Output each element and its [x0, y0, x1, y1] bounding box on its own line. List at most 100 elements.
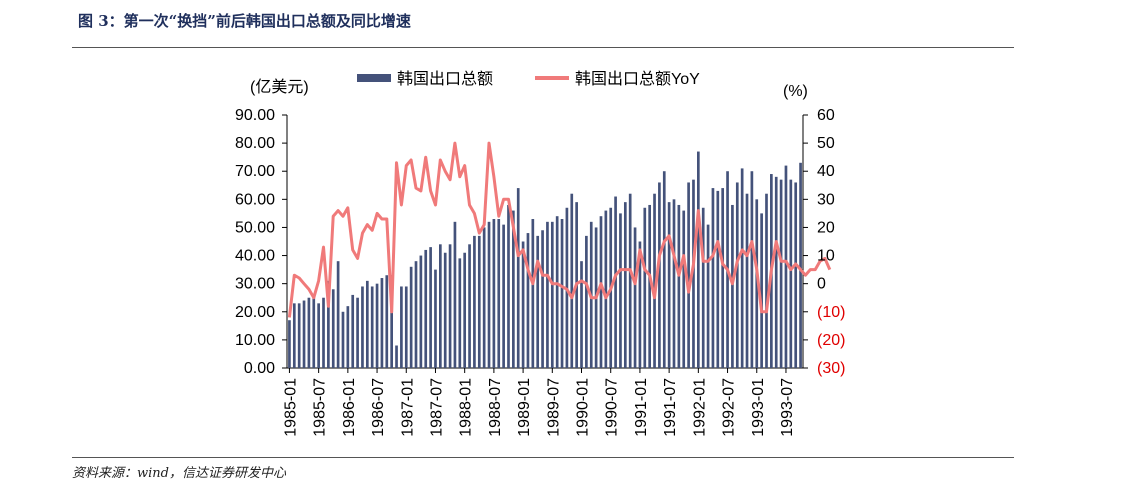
export-bar [448, 244, 452, 368]
export-bar [794, 182, 798, 368]
export-bar [302, 300, 306, 368]
export-bar [706, 224, 710, 368]
top-rule [72, 47, 1014, 48]
export-bar [297, 303, 301, 368]
export-bar [521, 241, 525, 368]
x-tick-label: 1992-07 [721, 378, 738, 437]
export-bar [288, 320, 291, 368]
export-bar [375, 283, 379, 368]
x-tick-label: 1987-01 [399, 378, 416, 437]
export-bar [307, 297, 311, 368]
export-bar [716, 190, 720, 368]
export-bar [429, 247, 432, 368]
export-bar [390, 275, 393, 368]
export-bar [653, 193, 656, 368]
export-bar [701, 207, 705, 368]
export-bar [779, 179, 783, 368]
export-bar [385, 275, 389, 368]
export-bar [331, 289, 335, 368]
export-bar [502, 224, 505, 368]
right-tick-label: (30) [817, 360, 845, 377]
export-bar [453, 221, 457, 368]
export-bar [487, 221, 491, 368]
left-unit-label: (亿美元) [250, 78, 309, 96]
export-bar [492, 219, 496, 368]
export-bar [687, 182, 690, 368]
export-bar [380, 278, 384, 368]
x-tick-label: 1990-01 [575, 378, 592, 437]
left-tick-label: 50.00 [235, 219, 275, 236]
x-tick-label: 1988-01 [458, 378, 475, 437]
export-bar [750, 171, 754, 368]
export-bar [409, 266, 413, 368]
export-bar [667, 202, 671, 368]
x-tick-label: 1987-07 [428, 378, 445, 437]
x-tick-label: 1992-01 [691, 378, 708, 437]
bottom-rule [72, 457, 1014, 458]
export-bar [463, 252, 467, 368]
left-tick-label: 40.00 [235, 248, 275, 265]
export-bar [346, 306, 350, 368]
export-bar [439, 244, 442, 368]
export-bar [755, 199, 759, 368]
left-tick-label: 70.00 [235, 163, 275, 180]
export-bar [507, 204, 510, 368]
left-tick-label: 30.00 [235, 276, 275, 293]
export-bar [395, 345, 398, 368]
export-bar [512, 210, 515, 368]
export-bar [735, 182, 739, 368]
export-bar [356, 297, 359, 368]
export-bar [400, 286, 403, 368]
export-bar [648, 204, 651, 368]
export-bar [468, 244, 471, 368]
x-tick-label: 1986-01 [341, 378, 358, 437]
export-bar [711, 188, 715, 368]
export-bar [697, 151, 700, 368]
export-bar [692, 179, 695, 368]
export-bar [327, 280, 330, 368]
export-bar [774, 176, 778, 368]
export-bar [336, 261, 340, 368]
export-bar [414, 261, 418, 368]
legend-bar-label: 韩国出口总额 [397, 70, 493, 88]
right-tick-label: 60 [817, 107, 835, 124]
export-bar [536, 235, 540, 368]
left-tick-label: 80.00 [235, 135, 275, 152]
export-bar [365, 280, 369, 368]
x-tick-label: 1993-01 [750, 378, 767, 437]
x-tick-label: 1986-07 [370, 378, 387, 437]
right-tick-label: 10 [817, 248, 835, 265]
left-tick-label: 90.00 [235, 107, 275, 124]
export-bar [546, 221, 549, 368]
x-tick-label: 1985-07 [312, 378, 329, 437]
left-tick-label: 60.00 [235, 191, 275, 208]
export-bar [580, 261, 583, 368]
legend-line-label: 韩国出口总额YoY [575, 70, 700, 88]
export-bar [677, 204, 681, 368]
right-unit-label: (%) [783, 83, 808, 100]
export-bar [740, 168, 744, 368]
export-bar [550, 221, 554, 368]
left-tick-label: 0.00 [244, 360, 275, 377]
yoy-line [287, 141, 832, 318]
x-tick-label: 1990-07 [604, 378, 621, 437]
export-bar [341, 311, 345, 368]
figure-title: 图 3：第一次“换挡”前后韩国出口总额及同比增速 [78, 12, 411, 30]
x-tick-label: 1991-01 [633, 378, 650, 437]
export-bar [623, 202, 627, 368]
left-tick-label: 10.00 [235, 332, 275, 349]
export-bar [560, 219, 564, 368]
export-bar [662, 171, 666, 368]
export-bar [497, 219, 501, 368]
right-tick-label: 40 [817, 163, 835, 180]
x-tick-label: 1985-01 [282, 378, 299, 437]
labels-layer: 0.00 10.00 20.00 30.00 40.00 50.00 60.00 70.00 8… [235, 107, 846, 437]
export-bar [531, 219, 535, 368]
export-bar [555, 216, 559, 368]
export-bar [599, 216, 603, 368]
export-bar [672, 199, 676, 368]
export-bar [351, 294, 355, 368]
right-tick-label: 20 [817, 219, 835, 236]
export-bar [292, 303, 296, 368]
